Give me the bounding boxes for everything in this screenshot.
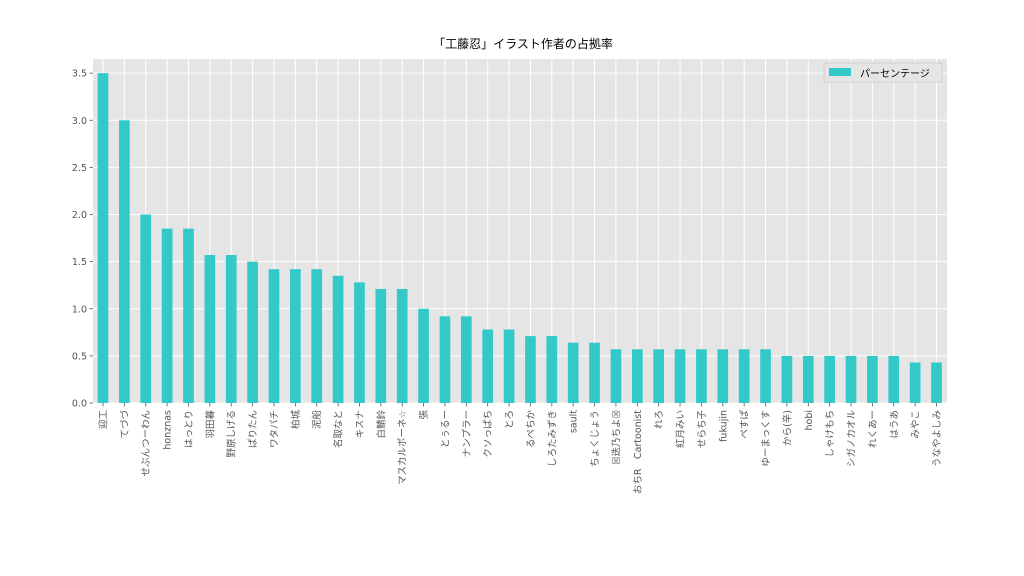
x-tick-label: とろ: [505, 410, 516, 429]
bar: [119, 120, 130, 403]
bar: [140, 214, 152, 403]
x-tick-label: 名取なと: [333, 410, 345, 448]
bar: [183, 228, 194, 403]
x-tick-label: sault: [569, 410, 580, 433]
bar: [696, 349, 707, 403]
y-tick-label: 0.5: [72, 351, 87, 362]
bar: [204, 255, 216, 403]
x-tick-label: hobi: [804, 410, 815, 431]
x-tick-label: ぱりたん: [248, 410, 259, 448]
bar: [225, 255, 237, 403]
x-tick-label: はうあ: [889, 410, 900, 439]
bar: [332, 275, 344, 403]
bar: [802, 355, 814, 403]
bar: [97, 73, 109, 403]
x-tick-label: 張: [419, 410, 430, 420]
bar: [290, 269, 301, 403]
y-tick-label: 1.5: [72, 257, 87, 268]
x-tick-label: ワタパチ: [269, 410, 280, 448]
legend-box: [823, 62, 943, 83]
bar: [525, 336, 536, 403]
y-tick-label: 0.0: [72, 399, 87, 410]
x-tick-label: 紅月みい: [676, 410, 687, 448]
bar: [439, 316, 451, 403]
plot-area: [93, 59, 947, 403]
y-axis-ticks: 0.0 0.5 1.0 1.5 2.0 2.5 3.0 3.5: [72, 69, 93, 410]
bar: [546, 336, 558, 403]
x-tick-label: おちR Cartoonist: [633, 410, 644, 494]
bar: [888, 355, 900, 403]
x-tick-label: ナンプラー: [462, 410, 473, 457]
x-tick-label: 迎工: [98, 410, 110, 430]
x-tick-label: honznas: [163, 410, 174, 450]
y-tick-label: 2.5: [72, 163, 87, 174]
y-tick-label: 2.0: [72, 210, 87, 221]
y-tick-label: 1.0: [72, 304, 87, 315]
bar: [631, 349, 643, 403]
x-tick-label: クソっぱち: [483, 410, 494, 458]
x-tick-label: ☒迭乃ちよ☒: [610, 410, 622, 465]
x-axis-ticks: 迎工 てづづ せぶんつーわん honznas はっとり 羽田暮 野原しげる ぱりたん ワタパチ柏…: [98, 403, 943, 494]
bar: [354, 282, 365, 403]
y-tick-label: 3.0: [72, 116, 87, 127]
bar: [674, 349, 686, 403]
x-tick-label: ちょくじょう: [590, 410, 601, 467]
x-tick-label: シガノカオル: [847, 410, 858, 468]
x-tick-label: 白鯖鈴: [375, 410, 387, 439]
bar: [460, 316, 472, 403]
x-tick-label: はっとり: [184, 410, 195, 448]
x-tick-label: マスカルポーネ☆: [398, 410, 409, 485]
bar: [418, 308, 429, 403]
bar: [931, 362, 942, 403]
bar: [781, 355, 793, 403]
bar: [482, 329, 494, 403]
bar: [653, 349, 665, 403]
x-tick-label: てづづ: [120, 410, 131, 439]
x-tick-label: せらち子: [697, 410, 708, 449]
bar: [867, 355, 878, 403]
legend-swatch: [829, 68, 851, 76]
x-tick-label: 羽田暮: [204, 410, 216, 439]
y-tick-label: 3.5: [72, 69, 87, 80]
bar: [760, 349, 771, 403]
bar: [375, 288, 387, 403]
x-tick-label: しろたみずき: [547, 410, 558, 467]
bar: [396, 288, 408, 403]
x-tick-label: 野原しげる: [227, 410, 238, 458]
x-tick-label: しゃけもち: [825, 410, 836, 458]
bar: [567, 342, 579, 403]
bar: [824, 355, 835, 403]
x-tick-label: ゆーまっくす: [761, 410, 772, 467]
chart-title: 「工藤忍」イラスト作者の占拠率: [433, 36, 613, 51]
bar: [845, 355, 857, 403]
x-tick-label: れろ: [654, 410, 665, 429]
bar: [909, 362, 921, 403]
bars: [97, 73, 942, 403]
x-tick-label: るぺちか: [526, 410, 537, 449]
x-tick-label: うなやよしみ: [932, 410, 943, 467]
x-tick-label: fukujin: [718, 410, 729, 442]
x-tick-label: 泥船: [311, 410, 323, 430]
x-tick-label: せぶんつーわん: [141, 410, 152, 477]
bar: [161, 228, 173, 403]
x-tick-label: とぅるー: [440, 410, 451, 448]
bar: [610, 349, 622, 403]
x-tick-label: 柏城: [290, 410, 302, 430]
bar: [268, 269, 280, 403]
x-tick-label: から(辛): [781, 410, 793, 446]
bar: [247, 261, 258, 403]
x-tick-label: キスナ: [355, 410, 366, 438]
bar: [311, 269, 323, 403]
x-tick-label: ぺすぱ: [740, 410, 751, 439]
x-tick-label: れくあー: [868, 410, 879, 448]
legend: パーセンテージ: [823, 62, 943, 83]
bar: [589, 342, 600, 403]
bar: [503, 329, 515, 403]
legend-label: パーセンテージ: [860, 68, 930, 80]
x-tick-label: みやこ: [911, 410, 922, 439]
bar: [738, 349, 750, 403]
bar: [717, 349, 729, 403]
